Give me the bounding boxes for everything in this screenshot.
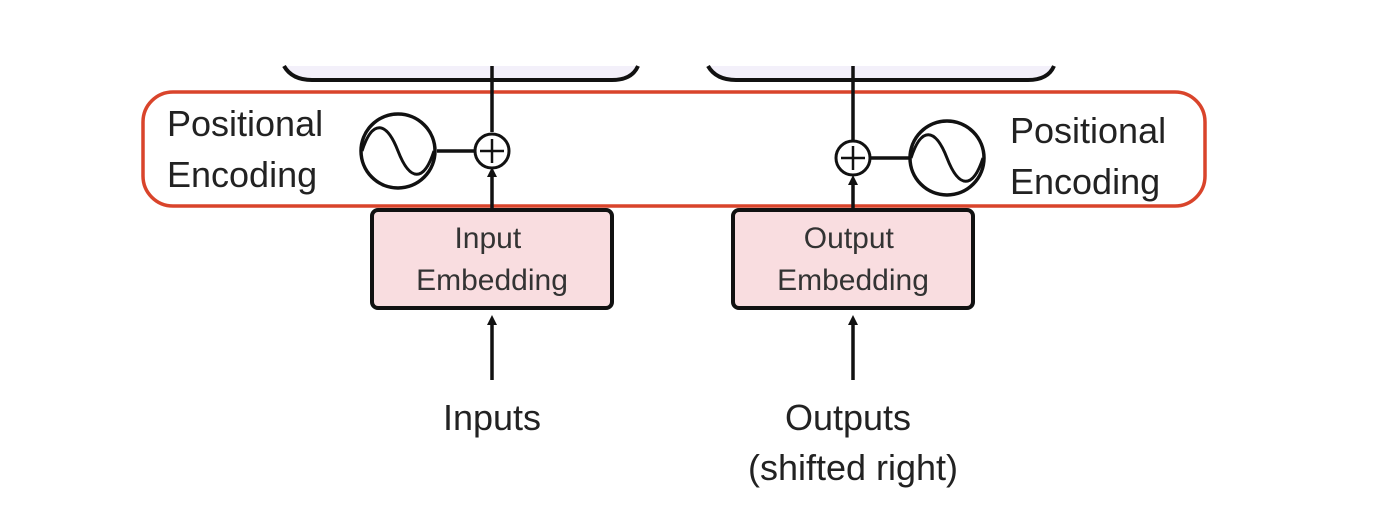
left-top-block [282,64,640,82]
left-positional-encoding-label: Positional Encoding [167,103,333,195]
left-pe-line-1: Encoding [167,154,317,195]
right-pe-line-0: Positional [1010,110,1166,151]
outputs-line-1: (shifted right) [748,447,958,488]
output-embedding-line-1: Embedding [777,264,929,297]
circle-plus-icon [473,132,511,170]
output-embedding-label: Output Embedding [777,222,929,297]
outputs-label: Outputs (shifted right) [748,397,958,488]
positional-encoding-highlight-box [141,90,1207,208]
sine-wave-icon [908,119,986,197]
left-pe-line-0: Positional [167,103,323,144]
input-embedding-box [370,208,614,310]
output-embedding-box [731,208,975,310]
input-embedding-label: Input Embedding [416,222,568,297]
input-embedding-line-1: Embedding [416,264,568,297]
right-top-block [706,64,1056,82]
right-positional-encoding-label: Positional Encoding [1010,110,1176,202]
circle-plus-icon [834,139,872,177]
right-pe-line-1: Encoding [1010,161,1160,202]
inputs-label: Inputs [443,397,541,438]
sine-wave-icon [359,112,437,190]
outputs-line-0: Outputs [785,397,911,438]
input-embedding-line-0: Input [454,222,521,255]
inputs-line-0: Inputs [443,397,541,438]
output-embedding-line-0: Output [804,222,895,255]
